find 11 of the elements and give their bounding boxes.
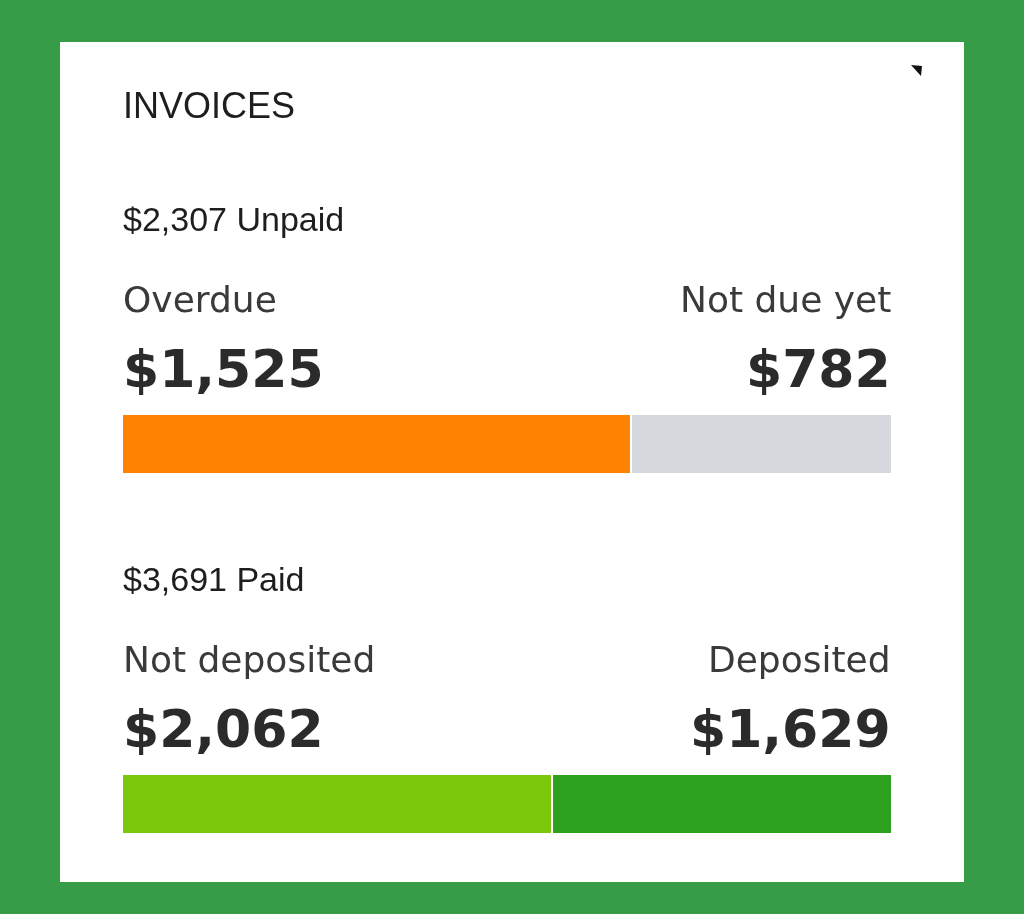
data-label: $1,525	[123, 339, 324, 399]
data-label: $782	[746, 339, 891, 399]
text: Not due yet	[680, 279, 892, 320]
text: Overdue	[123, 279, 277, 320]
chart-title: INVOICES	[123, 85, 296, 126]
chart-subtitle: $3,691 Paid	[123, 560, 305, 598]
data-label: $1,629	[690, 699, 891, 759]
data-label: $2,062	[123, 699, 324, 759]
text: Not deposited	[123, 639, 376, 680]
chart-subtitle: $2,307 Unpaid	[123, 200, 345, 238]
text: Deposited	[708, 639, 891, 680]
